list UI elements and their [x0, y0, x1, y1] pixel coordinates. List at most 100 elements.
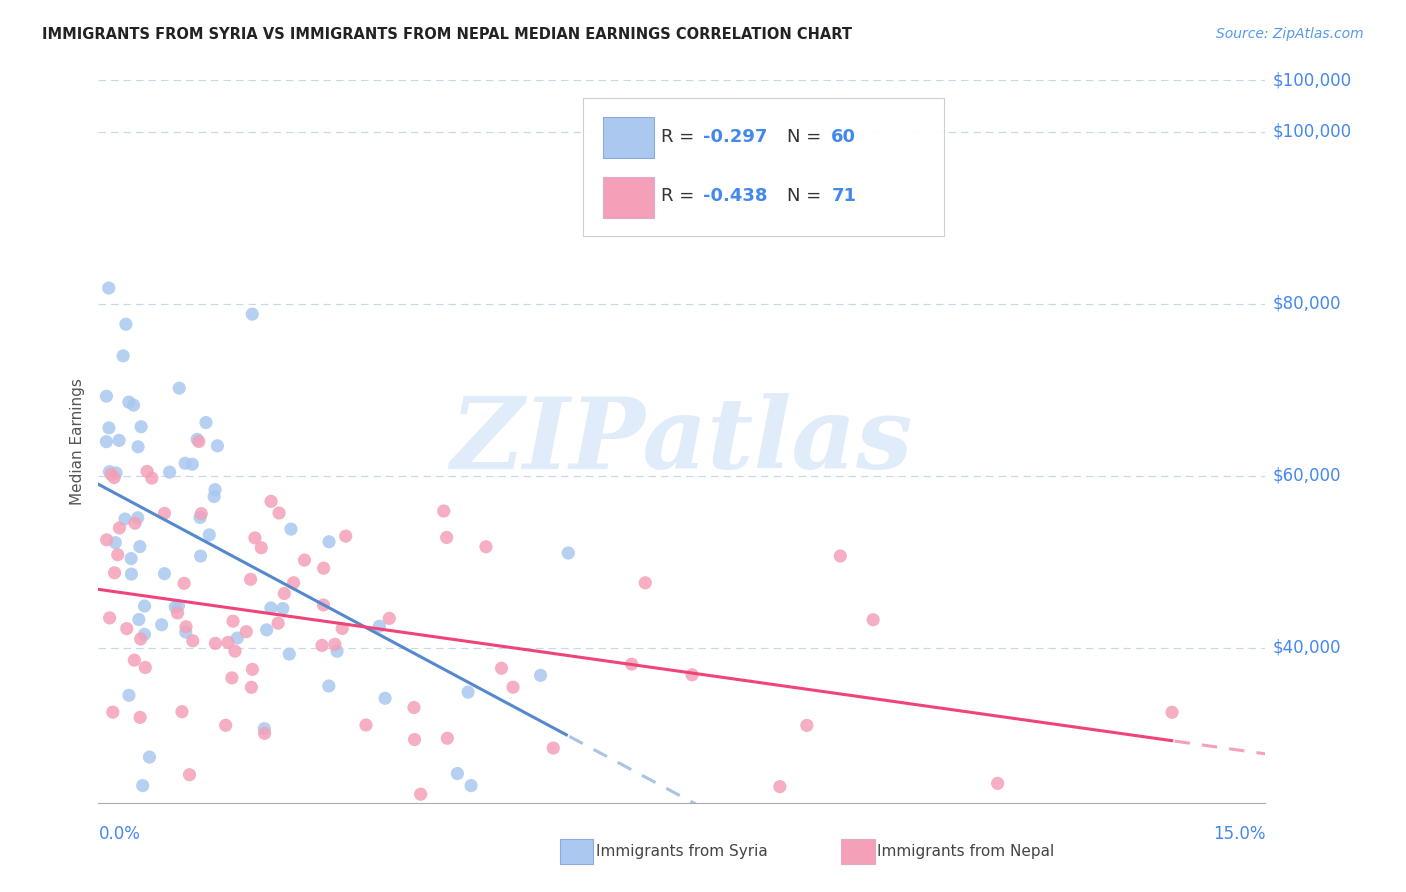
FancyBboxPatch shape — [582, 98, 945, 235]
Point — [131, 779, 153, 793]
Point — [260, 601, 283, 615]
Point — [134, 627, 156, 641]
Point — [830, 549, 852, 563]
Point — [128, 540, 150, 554]
Point — [150, 617, 173, 632]
Point — [159, 465, 181, 479]
Text: Immigrants from Syria: Immigrants from Syria — [596, 845, 768, 859]
Point — [409, 787, 432, 801]
Text: 60: 60 — [831, 128, 856, 145]
Point — [294, 553, 316, 567]
Text: 71: 71 — [831, 187, 856, 205]
Point — [330, 622, 353, 636]
Point — [96, 533, 118, 547]
Point — [153, 507, 176, 521]
Point — [181, 457, 204, 471]
Point — [97, 281, 120, 295]
Point — [153, 566, 176, 581]
Point — [188, 510, 211, 524]
Text: $100,000: $100,000 — [1272, 123, 1351, 141]
Point — [136, 464, 159, 478]
Point — [108, 521, 131, 535]
Point — [326, 644, 349, 658]
Text: -0.438: -0.438 — [703, 187, 768, 205]
Point — [174, 625, 197, 640]
Point — [120, 567, 142, 582]
Point — [118, 395, 141, 409]
Point — [124, 516, 146, 530]
Point — [108, 434, 131, 448]
Point — [173, 576, 195, 591]
Point — [127, 440, 149, 454]
Text: R =: R = — [661, 187, 700, 205]
Point — [557, 546, 579, 560]
Point — [104, 535, 127, 549]
Point — [204, 636, 226, 650]
Point — [107, 548, 129, 562]
Point — [436, 731, 458, 746]
Point — [174, 456, 197, 470]
Text: R =: R = — [661, 128, 700, 145]
Point — [174, 620, 197, 634]
Point — [170, 705, 193, 719]
Point — [620, 657, 643, 672]
Point — [1161, 706, 1184, 720]
Point — [374, 691, 396, 706]
Point — [318, 679, 340, 693]
Point — [318, 534, 340, 549]
Point — [267, 506, 290, 520]
Point — [323, 637, 346, 651]
Point — [312, 561, 335, 575]
Text: 0.0%: 0.0% — [98, 825, 141, 843]
Point — [796, 718, 818, 732]
Point — [127, 510, 149, 524]
Point — [226, 631, 249, 645]
Point — [198, 528, 221, 542]
Point — [128, 613, 150, 627]
Point — [202, 490, 225, 504]
Point — [217, 635, 239, 649]
Point — [253, 722, 276, 736]
Point — [529, 668, 551, 682]
Point — [97, 421, 120, 435]
Point — [368, 619, 391, 633]
Point — [179, 768, 201, 782]
Point — [112, 349, 135, 363]
Point — [141, 471, 163, 485]
Point — [167, 381, 190, 395]
Point — [378, 611, 401, 625]
Point — [222, 614, 245, 628]
Point — [436, 531, 458, 545]
Point — [271, 601, 294, 615]
Point — [354, 718, 377, 732]
Point — [98, 611, 121, 625]
Text: Source: ZipAtlas.com: Source: ZipAtlas.com — [1216, 27, 1364, 41]
Text: Immigrants from Nepal: Immigrants from Nepal — [877, 845, 1054, 859]
Text: $40,000: $40,000 — [1272, 639, 1341, 657]
Text: $80,000: $80,000 — [1272, 295, 1341, 313]
Point — [100, 467, 122, 482]
Point — [634, 575, 657, 590]
Point — [204, 483, 226, 497]
Point — [129, 419, 152, 434]
Point — [120, 551, 142, 566]
Point — [312, 598, 335, 612]
Point — [769, 780, 792, 794]
Point — [103, 566, 125, 580]
Text: N =: N = — [787, 128, 827, 145]
Text: N =: N = — [787, 187, 827, 205]
Point — [187, 434, 209, 449]
Point — [207, 439, 229, 453]
Text: 15.0%: 15.0% — [1213, 825, 1265, 843]
FancyBboxPatch shape — [603, 117, 654, 158]
Point — [138, 750, 160, 764]
Point — [105, 466, 128, 480]
Point — [190, 549, 212, 563]
Point — [115, 317, 138, 331]
Point — [221, 671, 243, 685]
Point — [118, 688, 141, 702]
Point — [165, 600, 187, 615]
Point — [253, 726, 276, 740]
Point — [460, 779, 482, 793]
Text: -0.297: -0.297 — [703, 128, 768, 145]
